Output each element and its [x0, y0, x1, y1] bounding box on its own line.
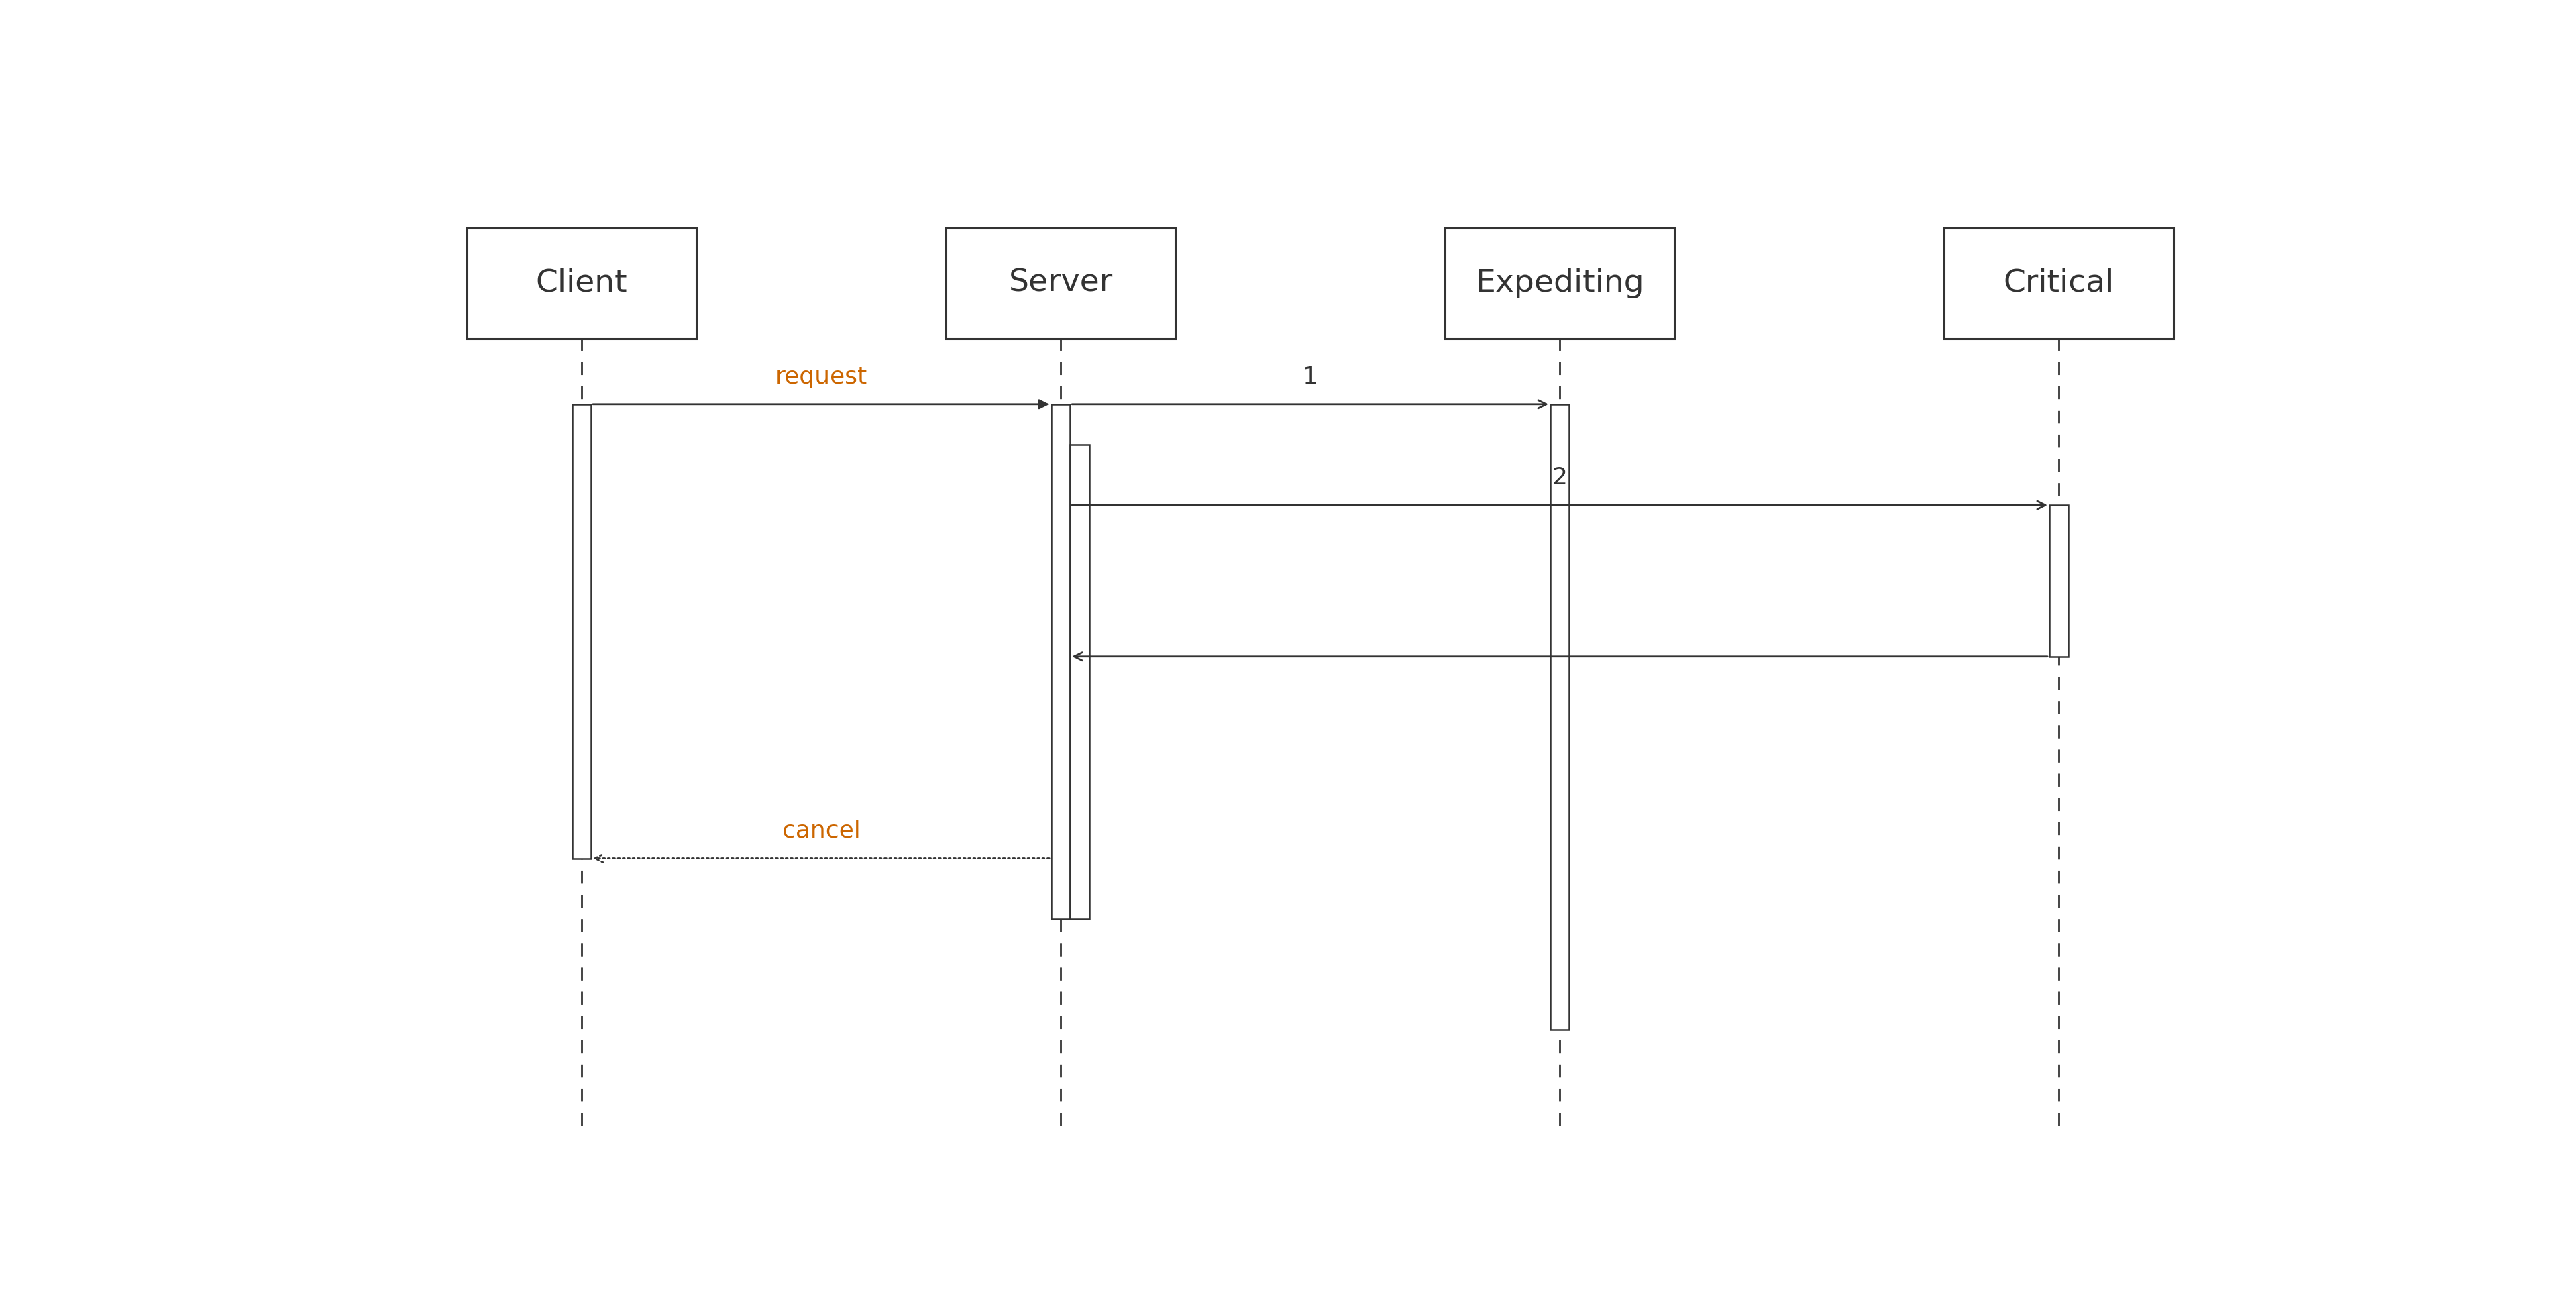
Bar — [1945, 228, 2174, 339]
Text: Expediting: Expediting — [1476, 269, 1643, 299]
Bar — [1069, 444, 1090, 918]
Text: Server: Server — [1010, 269, 1113, 299]
Bar — [1445, 228, 1674, 339]
Bar — [945, 228, 1175, 339]
Text: Critical: Critical — [2004, 269, 2115, 299]
Text: cancel: cancel — [783, 819, 860, 842]
Bar — [2050, 506, 2069, 656]
Text: 2: 2 — [1553, 466, 1566, 489]
Bar — [572, 405, 590, 858]
Text: request: request — [775, 365, 868, 388]
Text: Client: Client — [536, 269, 629, 299]
Bar — [466, 228, 696, 339]
Bar — [1051, 405, 1069, 918]
Text: 1: 1 — [1303, 365, 1319, 388]
Bar — [1551, 405, 1569, 1030]
